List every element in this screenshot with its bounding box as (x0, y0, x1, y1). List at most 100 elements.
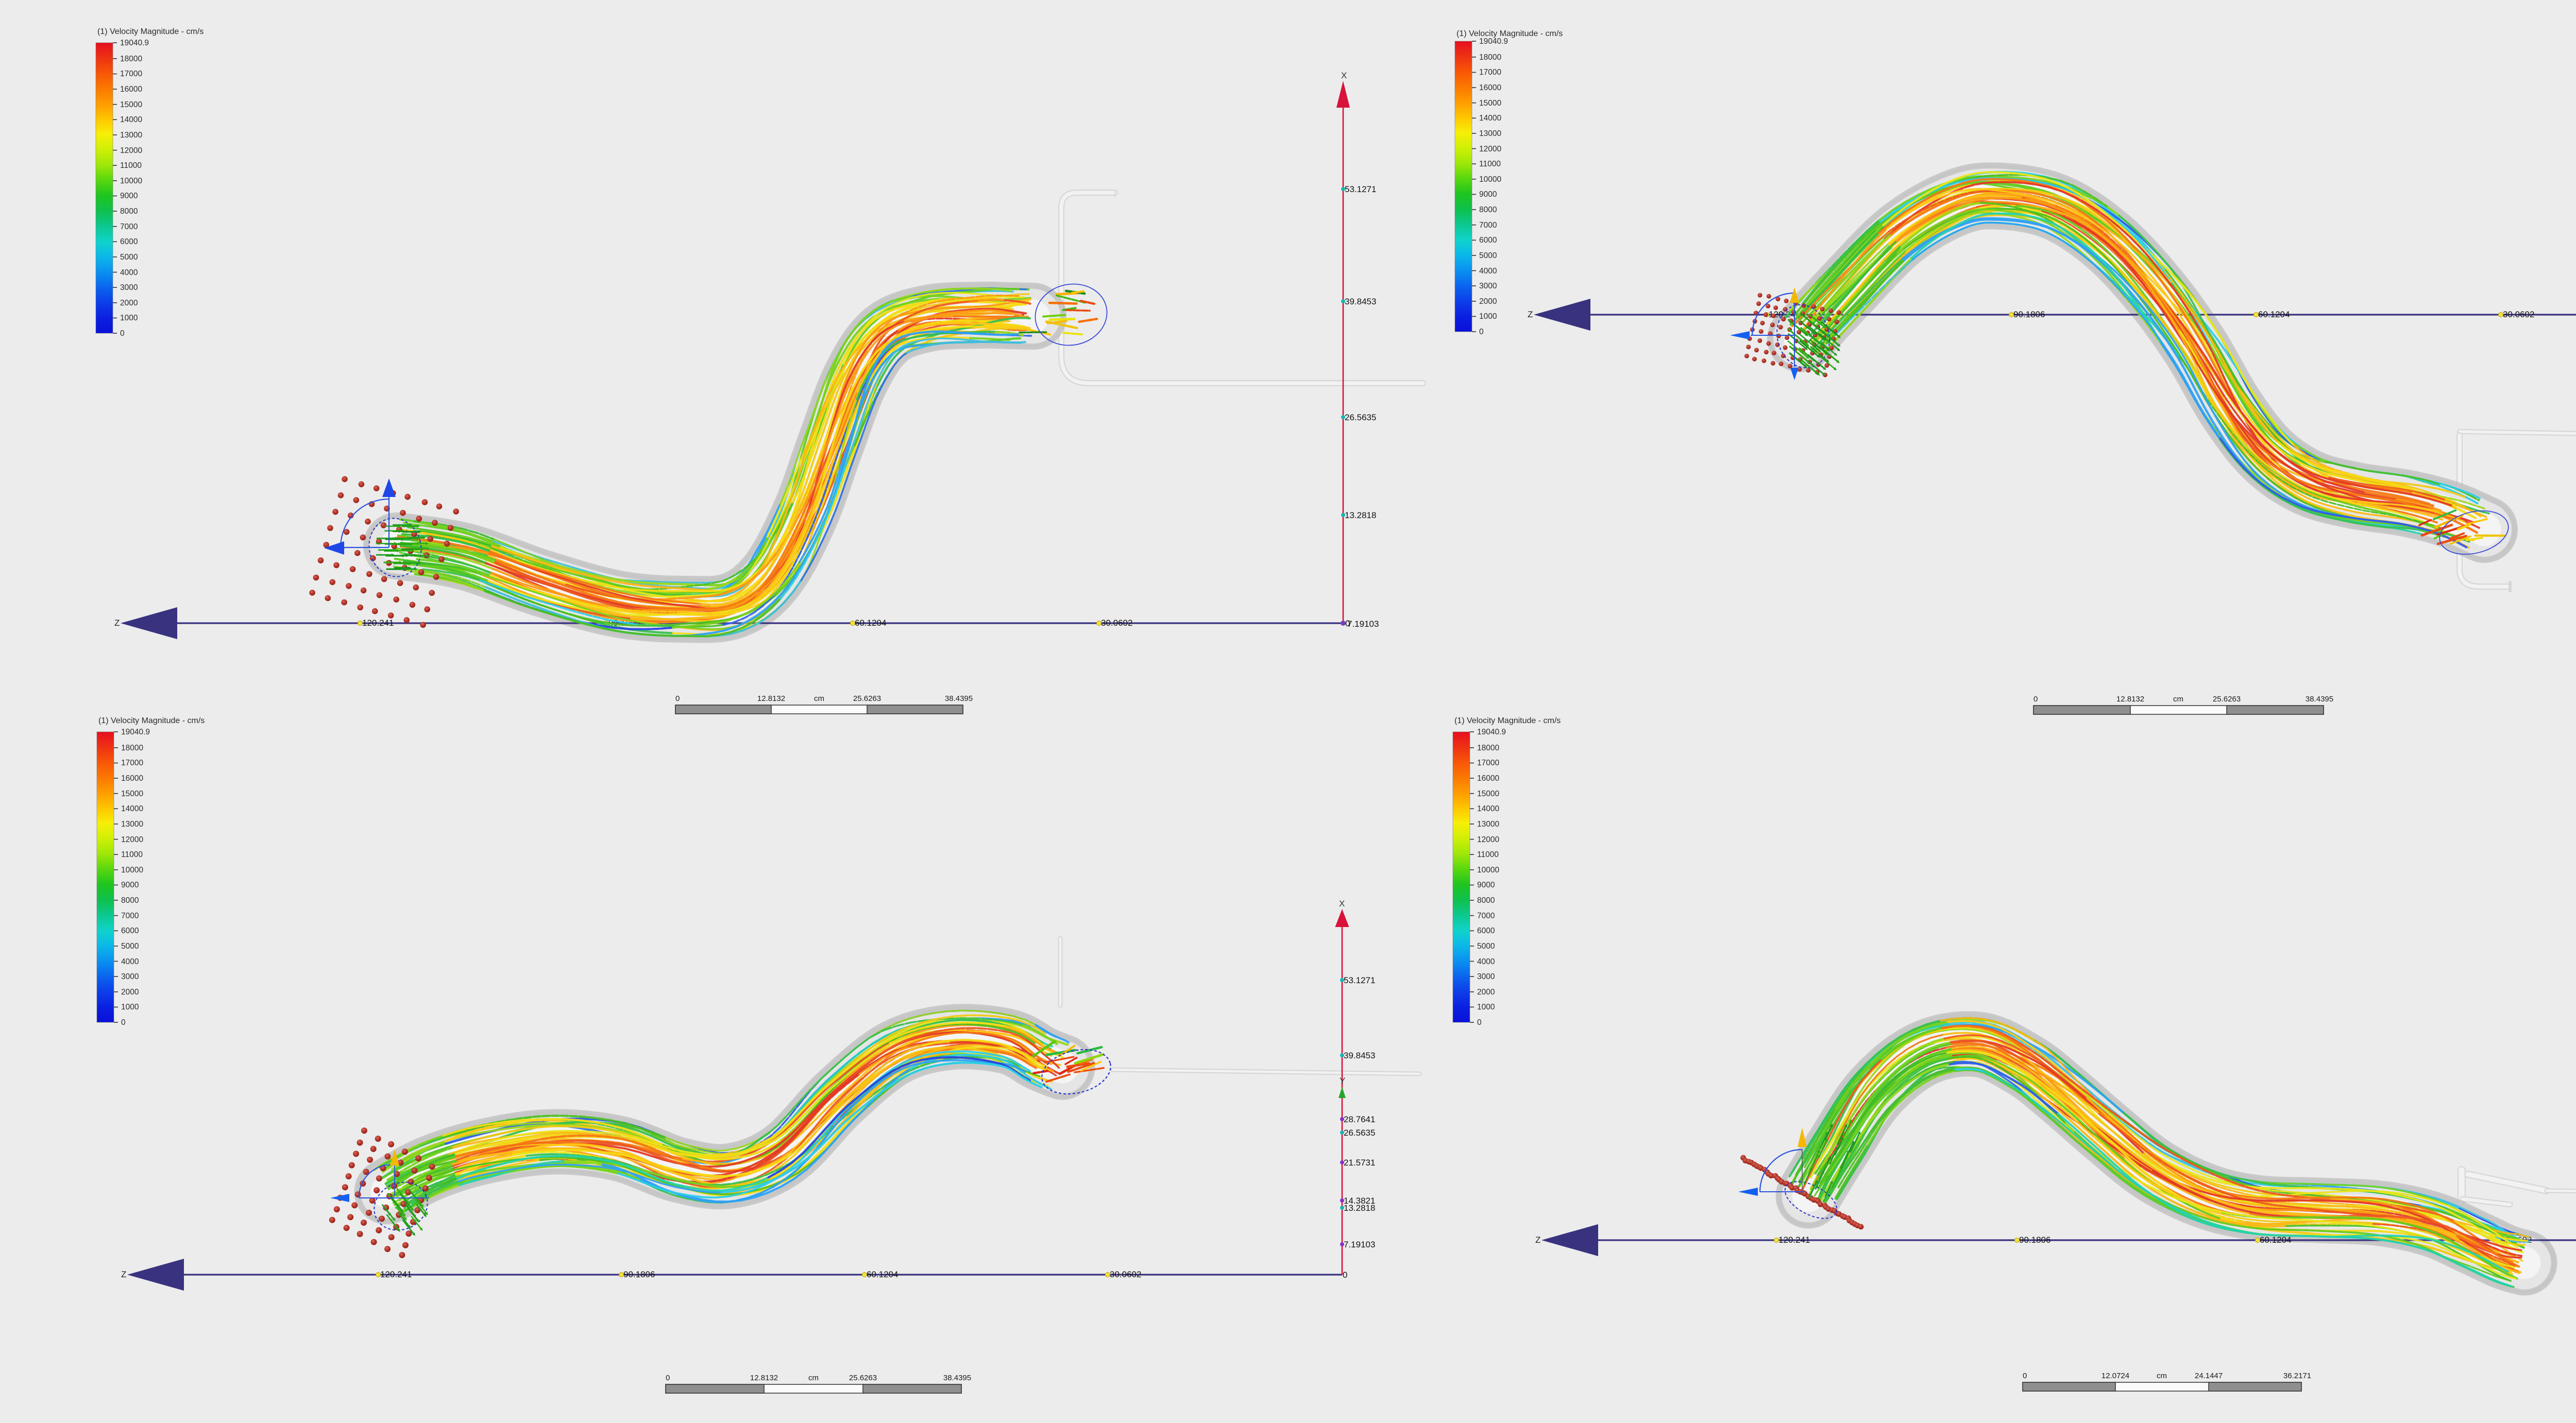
svg-text:13000: 13000 (1479, 129, 1501, 138)
svg-text:0: 0 (1477, 1018, 1482, 1027)
svg-text:8000: 8000 (121, 896, 139, 905)
svg-text:15000: 15000 (121, 790, 143, 798)
svg-text:0: 0 (121, 1018, 126, 1027)
svg-text:6000: 6000 (1479, 236, 1497, 245)
svg-text:13000: 13000 (120, 131, 142, 140)
svg-text:16000: 16000 (121, 774, 143, 783)
svg-text:19040.9: 19040.9 (121, 728, 150, 736)
svg-text:6000: 6000 (121, 927, 139, 935)
svg-text:53.1271: 53.1271 (1344, 975, 1375, 985)
svg-text:38.4395: 38.4395 (945, 694, 973, 703)
svg-text:0: 0 (2023, 1371, 2027, 1380)
svg-text:Z: Z (1535, 1235, 1540, 1245)
svg-text:26.5635: 26.5635 (1345, 413, 1376, 422)
svg-text:13.2818: 13.2818 (1344, 1203, 1375, 1213)
svg-text:1000: 1000 (120, 314, 138, 322)
svg-text:25.6263: 25.6263 (849, 1374, 877, 1382)
svg-text:21.5731: 21.5731 (1344, 1158, 1375, 1168)
svg-text:0: 0 (1343, 1270, 1347, 1280)
svg-text:(1) Velocity Magnitude - cm/s: (1) Velocity Magnitude - cm/s (97, 27, 204, 36)
svg-text:2000: 2000 (1479, 297, 1497, 306)
svg-text:30.0602: 30.0602 (1101, 618, 1132, 628)
svg-text:cm: cm (814, 694, 824, 703)
svg-text:4000: 4000 (1477, 957, 1495, 966)
svg-text:30.0602: 30.0602 (1110, 1270, 1141, 1279)
svg-text:26.5635: 26.5635 (1344, 1128, 1375, 1138)
svg-text:14000: 14000 (120, 115, 142, 124)
svg-text:16000: 16000 (1477, 774, 1499, 783)
svg-text:30.0602: 30.0602 (2503, 310, 2534, 319)
svg-text:10000: 10000 (121, 866, 143, 875)
svg-text:13000: 13000 (121, 820, 143, 829)
svg-text:11000: 11000 (1479, 160, 1501, 168)
svg-text:16000: 16000 (120, 85, 142, 94)
svg-text:18000: 18000 (121, 744, 143, 752)
svg-text:cm: cm (2157, 1371, 2167, 1380)
svg-text:7000: 7000 (121, 912, 139, 920)
svg-text:11000: 11000 (1477, 850, 1499, 859)
svg-text:24.1447: 24.1447 (2195, 1371, 2223, 1380)
svg-text:3000: 3000 (1479, 282, 1497, 290)
svg-text:12.8132: 12.8132 (757, 694, 785, 703)
svg-text:14000: 14000 (1477, 804, 1499, 813)
svg-text:2000: 2000 (120, 299, 138, 307)
svg-text:2000: 2000 (121, 988, 139, 997)
svg-text:18000: 18000 (1477, 744, 1499, 752)
svg-text:10000: 10000 (120, 177, 142, 185)
svg-text:120.241: 120.241 (1778, 1235, 1810, 1245)
svg-text:13.2818: 13.2818 (1345, 510, 1376, 520)
svg-text:11000: 11000 (120, 161, 142, 170)
svg-text:38.4395: 38.4395 (2306, 695, 2333, 704)
svg-text:Z: Z (121, 1270, 126, 1279)
svg-text:19040.9: 19040.9 (1479, 37, 1508, 46)
svg-text:7.19103: 7.19103 (1347, 619, 1379, 629)
svg-text:39.8453: 39.8453 (1345, 297, 1376, 306)
svg-text:18000: 18000 (120, 55, 142, 63)
svg-text:5000: 5000 (120, 253, 138, 262)
svg-text:17000: 17000 (121, 759, 143, 767)
svg-text:7000: 7000 (1479, 221, 1497, 230)
svg-text:60.1204: 60.1204 (855, 618, 886, 628)
svg-text:90.1806: 90.1806 (2013, 310, 2045, 319)
svg-text:1000: 1000 (121, 1003, 139, 1011)
svg-text:2000: 2000 (1477, 988, 1495, 997)
svg-text:4000: 4000 (1479, 267, 1497, 276)
svg-text:12.8132: 12.8132 (2116, 695, 2144, 704)
svg-text:25.6263: 25.6263 (853, 694, 881, 703)
svg-text:120.241: 120.241 (362, 618, 394, 628)
svg-text:(1) Velocity Magnitude - cm/s: (1) Velocity Magnitude - cm/s (1454, 716, 1561, 725)
svg-text:3000: 3000 (120, 283, 138, 292)
svg-text:15000: 15000 (1479, 99, 1501, 108)
svg-text:39.8453: 39.8453 (1344, 1051, 1375, 1060)
svg-text:9000: 9000 (1479, 190, 1497, 199)
svg-text:53.1271: 53.1271 (1345, 184, 1376, 194)
svg-text:3000: 3000 (121, 972, 139, 981)
svg-text:18000: 18000 (1479, 53, 1501, 62)
svg-text:8000: 8000 (1479, 205, 1497, 214)
svg-text:15000: 15000 (1477, 790, 1499, 798)
svg-text:9000: 9000 (1477, 881, 1495, 889)
svg-text:10000: 10000 (1479, 175, 1501, 184)
svg-text:7.19103: 7.19103 (1344, 1240, 1375, 1249)
svg-text:Y: Y (1340, 1076, 1345, 1086)
svg-text:14000: 14000 (1479, 114, 1501, 123)
svg-text:9000: 9000 (121, 881, 139, 889)
svg-text:60.1204: 60.1204 (867, 1270, 898, 1279)
svg-text:0: 0 (1479, 328, 1484, 336)
svg-text:(1) Velocity Magnitude - cm/s: (1) Velocity Magnitude - cm/s (98, 716, 205, 725)
svg-text:120.241: 120.241 (380, 1270, 412, 1279)
svg-text:5000: 5000 (121, 942, 139, 951)
svg-text:17000: 17000 (1477, 759, 1499, 767)
svg-text:0: 0 (675, 694, 680, 703)
svg-text:12000: 12000 (120, 146, 142, 155)
svg-text:19040.9: 19040.9 (1477, 728, 1506, 736)
svg-text:12000: 12000 (1479, 145, 1501, 153)
svg-text:14000: 14000 (121, 804, 143, 813)
svg-text:17000: 17000 (120, 70, 142, 78)
svg-text:13000: 13000 (1477, 820, 1499, 829)
svg-text:5000: 5000 (1477, 942, 1495, 951)
svg-text:25.6263: 25.6263 (2213, 695, 2241, 704)
svg-text:60.1204: 60.1204 (2258, 310, 2290, 319)
svg-text:0: 0 (666, 1374, 670, 1382)
svg-text:6000: 6000 (1477, 927, 1495, 935)
